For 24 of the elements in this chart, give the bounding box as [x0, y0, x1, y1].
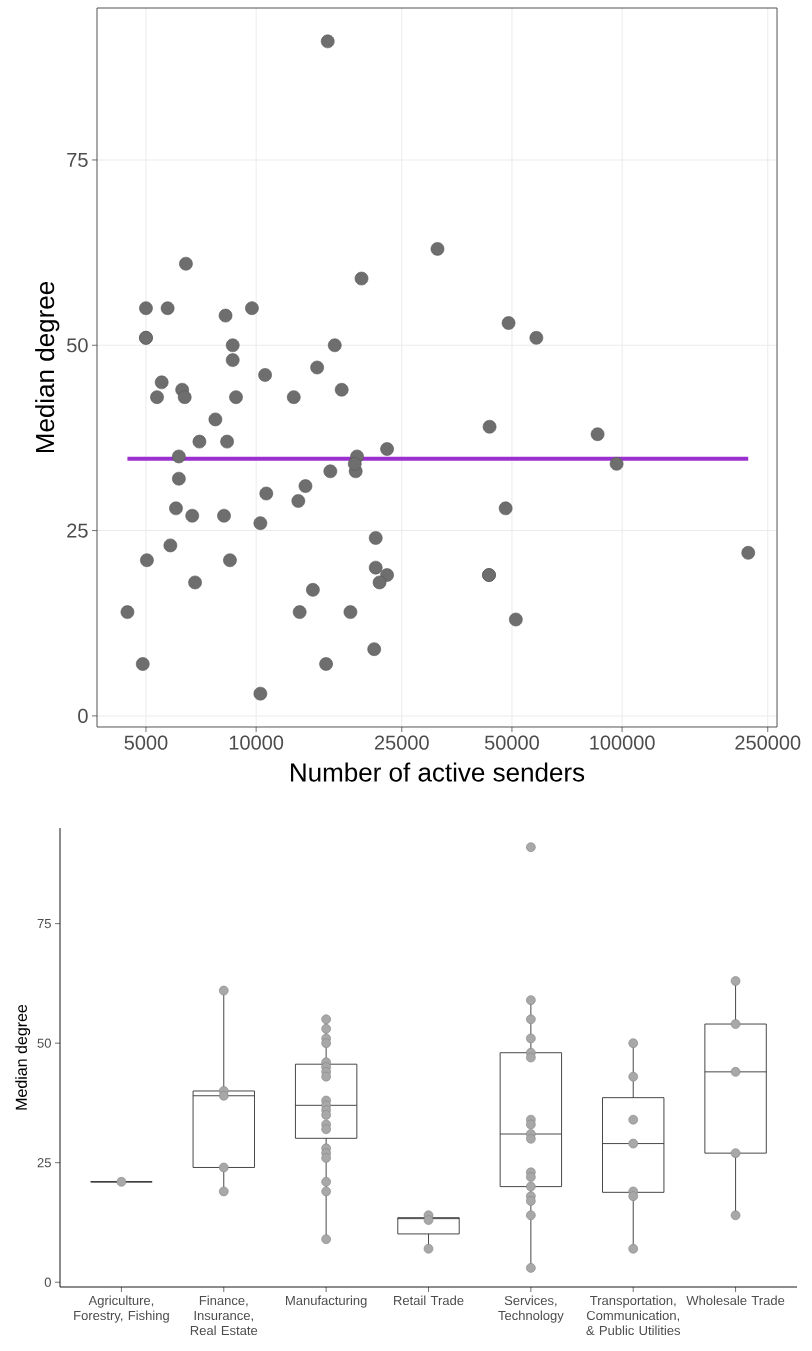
- x-tick-label: Transportation, Communication, & Public Utilities: [586, 1295, 681, 1336]
- y-tick-label: 50: [67, 338, 88, 353]
- x-axis-title: Number of active senders: [291, 762, 585, 782]
- y-tick-label: 75: [67, 152, 88, 167]
- y-tick-label: 75: [37, 919, 51, 929]
- x-tick-label: Manufacturing: [286, 1295, 367, 1308]
- x-tick-label: 100000: [590, 735, 655, 750]
- x-tick-label: Wholesale Trade: [686, 1295, 785, 1306]
- x-tick-label: Services, Technology: [498, 1295, 564, 1323]
- x-tick-label: Finance, Insurance, Real Estate: [190, 1295, 258, 1336]
- y-axis-title: Median degree: [35, 281, 60, 453]
- x-tick-label: Agriculture, Forestry, Fishing: [74, 1295, 169, 1323]
- y-axis-title: Median degree: [15, 1004, 31, 1110]
- x-tick-label: 5000: [124, 735, 168, 750]
- x-tick-label: 25000: [374, 735, 429, 750]
- y-tick-label: 50: [37, 1038, 51, 1048]
- x-tick-label: 10000: [229, 735, 284, 750]
- x-tick-label: 250000: [735, 735, 801, 750]
- y-tick-label: 25: [67, 523, 88, 538]
- x-tick-label: Retail Trade: [394, 1295, 464, 1306]
- y-tick-label: 0: [44, 1277, 51, 1287]
- x-tick-label: 50000: [484, 735, 539, 750]
- y-tick-label: 25: [37, 1158, 51, 1168]
- y-tick-label: 0: [78, 708, 88, 723]
